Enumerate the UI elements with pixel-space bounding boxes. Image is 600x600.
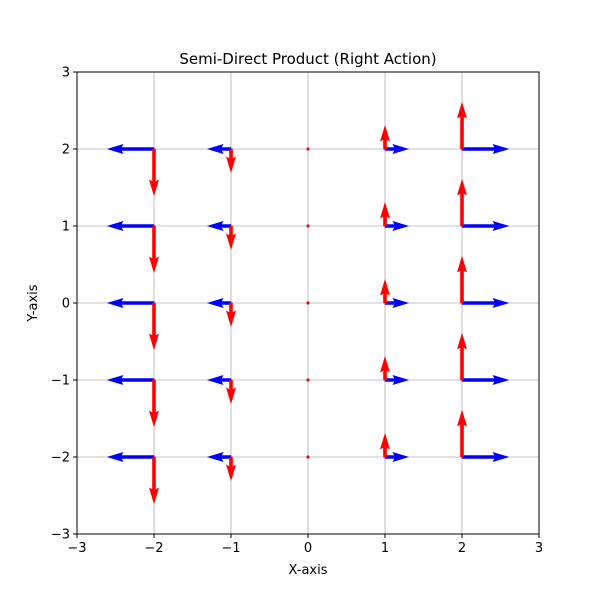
vector-arrow bbox=[457, 409, 467, 458]
vector-arrow bbox=[306, 147, 310, 151]
vector-arrow bbox=[457, 178, 467, 227]
x-tick-label: 1 bbox=[381, 541, 389, 556]
y-tick-label: −1 bbox=[51, 374, 70, 389]
vector-arrow bbox=[457, 101, 467, 150]
vector-arrow bbox=[457, 255, 467, 304]
vector-arrow bbox=[149, 456, 159, 505]
vector-arrow bbox=[461, 144, 510, 154]
vector-arrow bbox=[380, 278, 390, 304]
x-tick-label: −2 bbox=[144, 541, 163, 556]
x-tick-label: −3 bbox=[67, 541, 86, 556]
vector-arrow bbox=[461, 452, 510, 462]
y-tick-label: 3 bbox=[62, 66, 70, 81]
vector-arrow bbox=[461, 221, 510, 231]
vector-arrow bbox=[106, 452, 155, 462]
vector-arrow bbox=[149, 302, 159, 351]
vector-arrow bbox=[149, 379, 159, 428]
vector-arrow bbox=[380, 355, 390, 381]
y-tick-label: 1 bbox=[62, 220, 70, 235]
y-tick-label: 2 bbox=[62, 143, 70, 158]
y-tick-label: 0 bbox=[62, 297, 70, 312]
vector-arrow bbox=[149, 225, 159, 274]
y-tick-label: −3 bbox=[51, 528, 70, 543]
vector-arrow bbox=[226, 148, 236, 174]
vector-arrow bbox=[457, 332, 467, 381]
vector-arrow bbox=[226, 302, 236, 328]
vector-arrow bbox=[380, 124, 390, 150]
y-tick-label: −2 bbox=[51, 451, 70, 466]
x-tick-label: 0 bbox=[304, 541, 312, 556]
vector-arrow bbox=[106, 375, 155, 385]
x-tick-label: 3 bbox=[535, 541, 543, 556]
vector-arrow bbox=[461, 375, 510, 385]
x-tick-label: −1 bbox=[221, 541, 240, 556]
vector-arrow bbox=[306, 378, 310, 382]
vector-arrow bbox=[106, 144, 155, 154]
y-axis-label: Y-axis bbox=[26, 284, 41, 322]
vector-arrow bbox=[226, 379, 236, 405]
vector-arrow bbox=[380, 201, 390, 227]
vector-arrow bbox=[306, 224, 310, 228]
plot-area bbox=[76, 71, 540, 535]
vector-arrow bbox=[461, 298, 510, 308]
x-axis-label: X-axis bbox=[289, 563, 328, 578]
vector-arrow bbox=[226, 225, 236, 251]
vector-arrow bbox=[106, 221, 155, 231]
vector-field bbox=[106, 101, 510, 505]
axis-ticks: −3 −2 −1 0 1 2 3 −3 −2 −1 0 1 2 3 bbox=[51, 66, 543, 557]
x-tick-label: 2 bbox=[458, 541, 466, 556]
chart-title: Semi-Direct Product (Right Action) bbox=[179, 50, 436, 68]
vector-arrow bbox=[380, 432, 390, 458]
vector-arrow bbox=[106, 298, 155, 308]
vector-arrow bbox=[306, 301, 310, 305]
vector-arrow bbox=[306, 455, 310, 459]
vector-arrow bbox=[226, 456, 236, 482]
vector-arrow bbox=[149, 148, 159, 197]
